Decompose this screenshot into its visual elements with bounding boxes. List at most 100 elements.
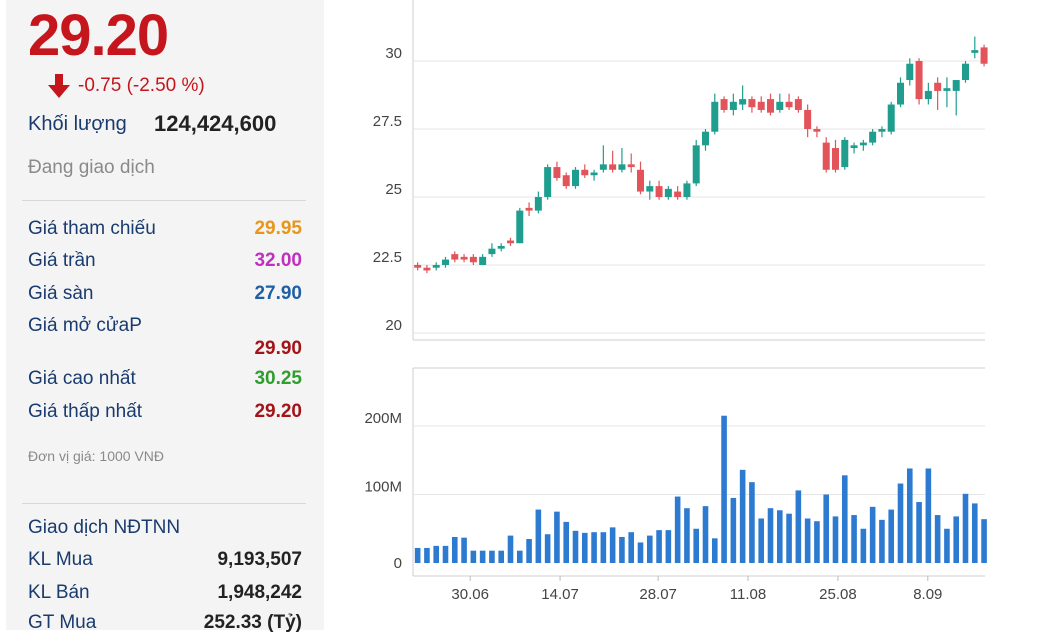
candle-body xyxy=(897,82,904,105)
volume-bar xyxy=(646,535,653,563)
stat-row-high: Giá cao nhất 30.25 xyxy=(28,368,302,394)
candle-body xyxy=(692,145,700,184)
stat-value: 29.20 xyxy=(254,401,302,422)
candle-body xyxy=(832,148,839,170)
volume-bar xyxy=(795,490,802,563)
candle-body xyxy=(637,169,644,192)
stat-row-ceiling: Giá trần 32.00 xyxy=(28,250,302,276)
volume-bar xyxy=(786,513,792,563)
candle-body xyxy=(572,169,579,187)
stat-label: Giá mở cửaP xyxy=(28,315,142,336)
stat-value: 29.95 xyxy=(254,218,302,239)
foreign-value: 9,193,507 xyxy=(217,549,302,570)
volume-bar xyxy=(832,516,839,563)
volume-bar xyxy=(879,519,885,563)
volume-bar xyxy=(461,537,467,563)
price-tick-label: 30 xyxy=(385,45,402,62)
candle-body xyxy=(497,245,505,249)
volume-tick-label: 200M xyxy=(364,410,402,427)
candle-body xyxy=(962,63,969,81)
divider xyxy=(22,503,306,504)
volume-bar xyxy=(563,521,570,563)
volume-bar xyxy=(814,521,820,563)
candle-body xyxy=(553,167,561,178)
foreign-title-row: Giao dịch NĐTNN xyxy=(28,517,302,543)
candle-body xyxy=(915,61,923,100)
foreign-row-sell-volume: KL Bán 1,948,242 xyxy=(28,582,302,608)
volume-bar xyxy=(981,519,987,563)
x-tick-label: 28.07 xyxy=(639,586,677,603)
price-change: -0.75 (-2.50 %) xyxy=(48,74,205,98)
candle-body xyxy=(924,90,932,100)
stat-label: Giá trần xyxy=(28,250,96,271)
candle-body xyxy=(850,145,858,149)
candle-body xyxy=(627,164,635,168)
candle-body xyxy=(804,109,812,129)
volume-bar xyxy=(906,468,913,563)
candle-body xyxy=(544,167,552,197)
candle-body xyxy=(590,172,598,176)
foreign-row-buy-value: GT Mua 252.33 (Tỷ) xyxy=(28,612,302,638)
candle-body xyxy=(664,188,672,197)
volume-bar xyxy=(442,545,449,563)
candle-body xyxy=(878,129,886,132)
candle-body xyxy=(655,186,663,197)
volume-tick-label: 0 xyxy=(394,555,402,572)
unit-note: Đơn vị giá: 1000 VNĐ xyxy=(28,448,165,464)
price-tick-label: 22.5 xyxy=(373,249,402,266)
stat-label: Giá thấp nhất xyxy=(28,401,143,422)
stat-label: Giá cao nhất xyxy=(28,368,136,389)
volume-bar xyxy=(609,527,616,563)
candle-body xyxy=(711,101,719,132)
volume-bar xyxy=(600,532,607,563)
candle-body xyxy=(702,131,709,146)
volume-bar xyxy=(869,506,876,563)
candle-body xyxy=(618,164,626,170)
price-tick-label: 27.5 xyxy=(373,113,402,130)
stat-value: 32.00 xyxy=(254,250,302,271)
candle-body xyxy=(841,139,849,168)
candle-body xyxy=(794,99,802,110)
volume-bar xyxy=(851,515,857,563)
candle-body xyxy=(646,186,654,192)
stat-label: Giá sàn xyxy=(28,283,94,304)
price-tick-label: 20 xyxy=(385,317,402,334)
stat-row-floor: Giá sàn 27.90 xyxy=(28,283,302,309)
foreign-label: KL Bán xyxy=(28,582,90,603)
candle-body xyxy=(460,256,468,260)
volume-bar xyxy=(953,516,960,563)
volume-row: Khối lượng 124,424,600 xyxy=(28,111,318,136)
candle-body xyxy=(934,82,942,91)
candle-body xyxy=(488,248,496,255)
volume-bar xyxy=(665,530,672,563)
candle-body xyxy=(785,101,793,108)
volume-bar xyxy=(581,532,588,563)
volume-bar xyxy=(721,415,727,563)
candle-body xyxy=(943,88,951,91)
candle-body xyxy=(859,142,867,146)
candle-body xyxy=(767,99,774,113)
stat-value: 27.90 xyxy=(254,283,302,304)
candle-body xyxy=(414,265,422,268)
candle-body xyxy=(757,101,765,110)
candle-body xyxy=(451,254,459,260)
volume-bar xyxy=(489,550,495,563)
candle-body xyxy=(516,210,524,244)
candle-body xyxy=(906,63,914,81)
volume-bar xyxy=(971,503,978,563)
x-tick-label: 14.07 xyxy=(541,586,579,603)
candle-body xyxy=(562,175,570,187)
x-tick-label: 8.09 xyxy=(913,586,942,603)
candle-body xyxy=(869,131,877,143)
volume-bar xyxy=(526,539,532,563)
volume-bar xyxy=(684,508,690,563)
candle-body xyxy=(776,101,784,110)
volume-bar xyxy=(470,550,477,563)
foreign-label: GT Mua xyxy=(28,612,97,633)
volume-bar xyxy=(897,483,904,563)
arrow-down-icon xyxy=(48,74,70,98)
candle-body xyxy=(423,267,431,271)
volume-bar xyxy=(739,469,746,563)
volume-bar xyxy=(934,515,941,563)
volume-bar xyxy=(674,496,681,563)
